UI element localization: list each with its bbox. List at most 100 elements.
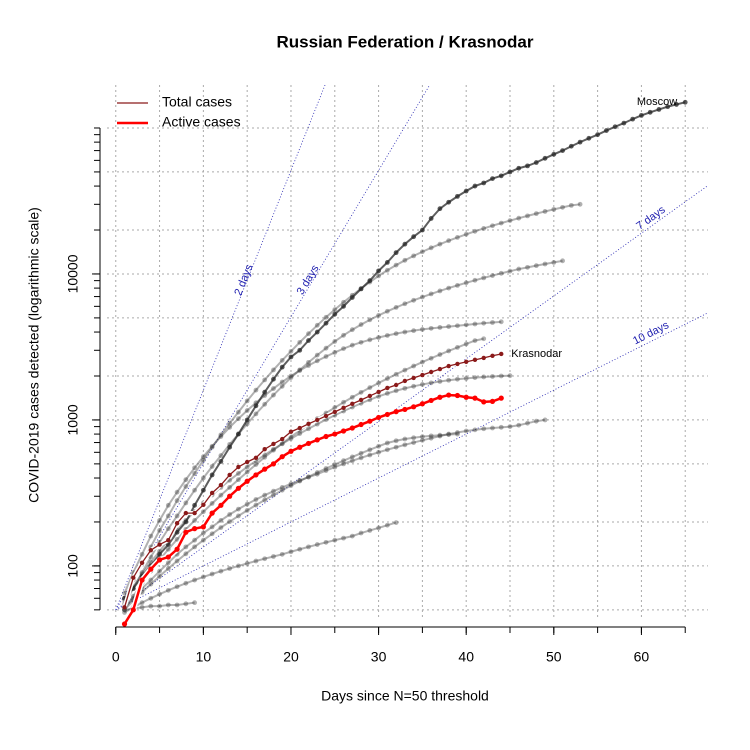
point: [244, 459, 250, 465]
point: [402, 442, 408, 448]
point: [323, 468, 329, 473]
point: [157, 528, 162, 533]
point: [481, 426, 487, 432]
point: [200, 454, 206, 460]
point: [262, 452, 268, 458]
point: [262, 447, 267, 452]
point: [358, 530, 364, 536]
point: [358, 286, 364, 292]
point: [498, 173, 504, 179]
point: [349, 394, 355, 400]
point: [419, 437, 425, 443]
point: [183, 580, 189, 586]
point: [288, 436, 294, 441]
point: [288, 348, 294, 354]
point: [332, 462, 338, 467]
point: [244, 417, 250, 423]
point: [349, 342, 355, 348]
point: [288, 483, 294, 488]
point: [533, 211, 539, 217]
point: [279, 551, 285, 557]
point: [481, 399, 487, 405]
point: [341, 332, 346, 338]
point: [157, 573, 162, 579]
main-series: [121, 351, 504, 627]
point: [323, 345, 329, 351]
point: [236, 513, 241, 519]
point: [420, 372, 425, 378]
point: [306, 338, 311, 343]
point: [165, 546, 171, 552]
point: [463, 428, 469, 434]
point: [165, 542, 171, 547]
point: [288, 549, 294, 555]
point: [402, 367, 408, 373]
point: [340, 428, 347, 434]
point: [463, 322, 469, 328]
point: [411, 404, 417, 410]
point: [209, 524, 215, 530]
point: [507, 424, 513, 430]
point: [454, 392, 461, 399]
point: [218, 502, 224, 508]
x-tick-label: 50: [546, 649, 562, 665]
point: [209, 531, 215, 537]
point: [218, 453, 224, 458]
legend-label: Active cases: [162, 114, 241, 130]
point: [367, 385, 373, 391]
line: [123, 374, 511, 601]
point: [183, 500, 189, 506]
point: [428, 325, 434, 331]
point: [437, 325, 443, 330]
point: [665, 104, 671, 110]
point: [498, 424, 504, 430]
point: [455, 430, 460, 435]
point: [437, 366, 443, 372]
point: [253, 455, 259, 461]
point: [358, 322, 364, 327]
point: [279, 364, 285, 370]
point: [499, 351, 504, 357]
point: [332, 431, 338, 437]
point: [490, 374, 495, 379]
point: [315, 417, 320, 423]
point: [165, 602, 171, 608]
point: [165, 513, 171, 519]
point: [490, 273, 495, 278]
line: [123, 353, 502, 608]
point: [507, 373, 513, 379]
point: [367, 452, 373, 458]
point: [332, 537, 338, 543]
point: [297, 546, 303, 552]
point: [271, 447, 276, 453]
point: [218, 568, 224, 574]
point: [639, 112, 644, 118]
point: [586, 135, 592, 141]
point: [157, 603, 162, 609]
point: [262, 492, 268, 498]
y-axis-label: COVID-2019 cases detected (logarithmic s…: [26, 207, 42, 503]
point: [130, 607, 136, 613]
point: [349, 458, 355, 464]
point: [402, 257, 408, 263]
point: [393, 388, 399, 394]
point: [236, 563, 241, 569]
point: [577, 139, 583, 145]
point: [428, 245, 434, 251]
doubling-line: [115, 185, 708, 611]
point: [446, 348, 452, 354]
line: [123, 259, 563, 605]
point: [314, 352, 320, 358]
point: [393, 371, 399, 377]
point: [542, 261, 548, 267]
point: [411, 383, 417, 389]
point: [402, 301, 408, 307]
point: [612, 124, 618, 130]
point: [200, 487, 206, 493]
x-tick-label: 60: [634, 649, 650, 665]
point: [463, 359, 469, 365]
point: [297, 425, 302, 431]
point: [533, 418, 539, 424]
point: [271, 367, 276, 373]
